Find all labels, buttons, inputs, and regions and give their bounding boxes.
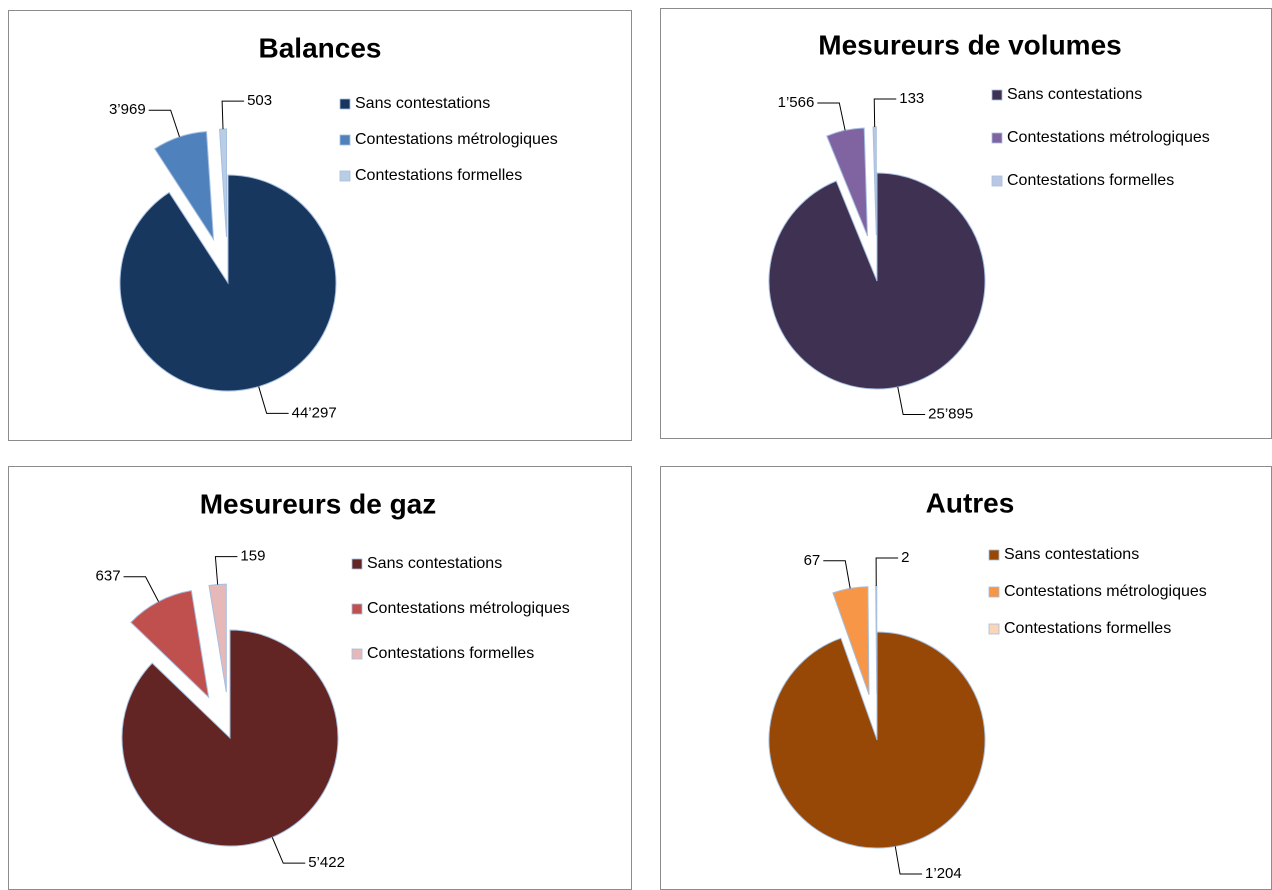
- legend-label: Sans contestations: [355, 95, 490, 112]
- pie-slice: [875, 585, 878, 695]
- leader-line: [873, 98, 897, 128]
- legend-swatch: [988, 586, 1000, 598]
- pie-slice: [121, 629, 339, 847]
- leader-line: [221, 100, 245, 130]
- legend-swatch: [351, 648, 363, 660]
- chart-title: Mesureurs de volumes: [818, 29, 1121, 60]
- pie-slice: [218, 128, 228, 238]
- leader-line: [258, 386, 289, 414]
- data-label: 159: [240, 548, 265, 565]
- legend-swatch: [991, 132, 1003, 144]
- data-label: 3’969: [109, 101, 146, 118]
- legend-label: Sans contestations: [367, 555, 502, 572]
- legend-swatch: [988, 549, 1000, 561]
- legend-swatch: [339, 134, 351, 146]
- legend-label: Contestations métrologiques: [355, 131, 558, 148]
- pie-slice: [153, 131, 215, 242]
- data-label: 5’422: [308, 854, 345, 871]
- pie-slice: [119, 174, 337, 392]
- pie-slice: [768, 631, 986, 849]
- legend-swatch: [351, 603, 363, 615]
- legend-label: Contestations formelles: [355, 167, 522, 184]
- legend-swatch: [991, 89, 1003, 101]
- data-label: 67: [804, 552, 821, 569]
- legend-label: Contestations formelles: [1007, 172, 1174, 189]
- data-label: 503: [247, 92, 272, 109]
- data-label: 25’895: [928, 405, 973, 422]
- legend-swatch: [339, 98, 351, 110]
- leader-line: [271, 837, 306, 864]
- leader-line: [823, 560, 851, 589]
- legend-swatch: [339, 170, 351, 182]
- leader-line: [214, 556, 238, 585]
- data-label: 637: [96, 568, 121, 585]
- leader-line: [894, 846, 923, 875]
- pie-slice: [826, 127, 868, 237]
- chart-title: Balances: [259, 32, 382, 63]
- data-label: 1’566: [778, 94, 815, 111]
- pie-slice: [832, 586, 870, 695]
- legend-label: Contestations formelles: [367, 645, 534, 662]
- legend-label: Contestations métrologiques: [1004, 583, 1207, 600]
- chart-title: Mesureurs de gaz: [200, 488, 437, 519]
- legend-label: Contestations métrologiques: [1007, 129, 1210, 146]
- pie-slice: [130, 590, 210, 699]
- legend-swatch: [991, 175, 1003, 187]
- legend-swatch: [351, 558, 363, 570]
- data-label: 2: [901, 549, 909, 566]
- leader-line: [875, 557, 899, 587]
- leader-line: [897, 386, 926, 415]
- leader-line: [148, 109, 180, 137]
- data-label: 1’204: [925, 865, 962, 882]
- pie-slice: [768, 172, 986, 390]
- data-label: 133: [899, 90, 924, 107]
- leader-line: [817, 102, 846, 131]
- leader-line: [123, 576, 159, 602]
- legend-label: Sans contestations: [1004, 546, 1139, 563]
- legend-label: Contestations formelles: [1004, 620, 1171, 637]
- data-label: 44’297: [292, 404, 337, 421]
- legend-label: Sans contestations: [1007, 86, 1142, 103]
- chart-title: Autres: [926, 487, 1015, 518]
- legend-swatch: [988, 623, 1000, 635]
- legend-label: Contestations métrologiques: [367, 600, 570, 617]
